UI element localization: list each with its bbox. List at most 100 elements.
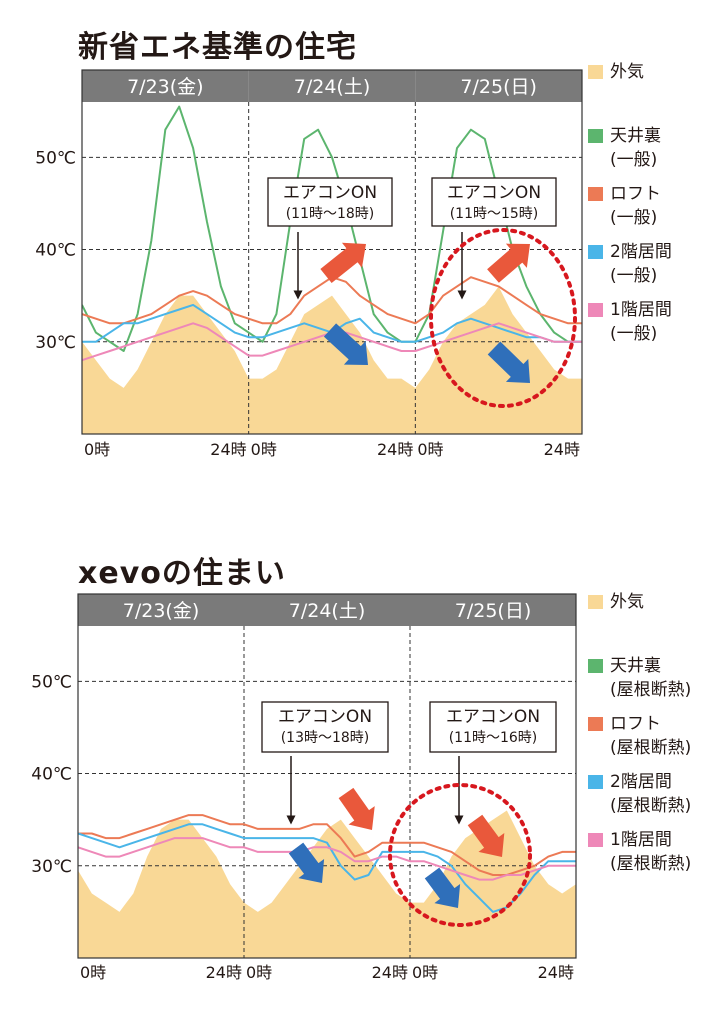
legend-label: 天井裏 [610, 656, 661, 676]
x-tick-label: 0時 [246, 963, 272, 982]
heat-rise-arrow [320, 242, 367, 284]
legend-sublabel: (一般) [610, 150, 658, 170]
x-tick-label: 24時 [538, 963, 574, 982]
legend-swatch [588, 245, 603, 259]
annotation-hours: (13時〜18時) [281, 730, 370, 746]
cooling-drop-arrow-shape [288, 842, 325, 884]
annotation-label: エアコンON [283, 183, 377, 203]
day-header-cell [244, 594, 410, 626]
x-tick-label: 24時 [372, 963, 408, 982]
annotation-hours: (11時〜18時) [286, 206, 375, 222]
y-tick-label: 50℃ [35, 148, 76, 168]
cooling-drop-arrow-shape [323, 323, 369, 366]
day-header-cell [415, 70, 582, 102]
legend-swatch [588, 187, 603, 201]
legend-label: 外気 [610, 62, 644, 82]
annotation-box [429, 701, 557, 753]
day-header-label: 7/23(金) [123, 600, 200, 622]
plot-frame [81, 69, 583, 435]
x-tick-label: 24時 [210, 440, 246, 459]
series-outdoor-area [78, 810, 576, 958]
cooling-drop-arrow-shape [487, 341, 531, 384]
y-tick-label: 40℃ [31, 765, 72, 785]
legend-sublabel: (一般) [610, 208, 658, 228]
annotation-box [261, 701, 389, 753]
legend-swatch [588, 65, 603, 79]
day-header-label: 7/25(日) [455, 600, 532, 622]
legend-item-loft: ロフト (一般) [588, 182, 672, 230]
x-tick-label: 24時 [544, 440, 580, 459]
y-tick-label: 30℃ [35, 333, 76, 353]
legend-sublabel: (屋根断熱) [610, 738, 692, 758]
series-floor1-line [78, 837, 576, 881]
heat-rise-arrow-shape [487, 243, 531, 283]
legend-item-outdoor: 外気 [588, 590, 691, 614]
chart-xevo-house: 7/23(金) 7/24(土) 7/25(日)50℃40℃30℃0時 24時 0時 24時… [31, 593, 577, 982]
plot-frame [77, 593, 577, 959]
legend-swatch [588, 833, 603, 847]
legend-swatch [588, 717, 603, 731]
day-header-cell [410, 594, 576, 626]
legend-label: ロフト [610, 714, 661, 734]
legend-swatch [588, 129, 603, 143]
legend-item-attic: 天井裏 (屋根断熱) [588, 654, 691, 702]
x-tick-label: 24時 [206, 963, 242, 982]
day-header-cell [82, 70, 249, 102]
legend-swatch [588, 775, 603, 789]
legend-item-floor1: 1階居間 (屋根断熱) [588, 828, 691, 876]
legend-swatch [588, 595, 603, 609]
annotation-label: エアコンON [278, 707, 372, 727]
highlight-circle [429, 228, 577, 408]
annotation-label: エアコンON [447, 183, 541, 203]
heat-rise-arrow-shape [467, 814, 505, 857]
legend-label: 1階居間 [610, 830, 672, 850]
x-tick-label: 0時 [80, 963, 106, 982]
annotation-box [431, 177, 557, 227]
legend-sublabel: (一般) [610, 324, 658, 344]
highlight-circle [388, 783, 532, 927]
legend-label: 外気 [610, 592, 644, 612]
legend-label: 2階居間 [610, 772, 672, 792]
heat-rise-arrow-shape [320, 242, 367, 284]
legend-xevo-house: 外気天井裏 (屋根断熱) ロフト (屋根断熱) 2階居間 (屋根断熱) 1階居間 (屋根断熱) [588, 590, 691, 886]
chart-title-standard-house: 新省エネ基準の住宅 [78, 30, 357, 65]
legend-label: 天井裏 [610, 126, 661, 146]
legend-sublabel: (一般) [610, 266, 658, 286]
legend-sublabel: (屋根断熱) [610, 854, 692, 874]
y-tick-label: 30℃ [31, 857, 72, 877]
legend-sublabel: (屋根断熱) [610, 796, 692, 816]
x-tick-label: 0時 [84, 440, 110, 459]
legend-item-floor2: 2階居間 (屋根断熱) [588, 770, 691, 818]
annotation-label: エアコンON [446, 707, 540, 727]
legend-label: 1階居間 [610, 300, 672, 320]
heat-rise-arrow [338, 787, 375, 831]
heat-rise-arrow [487, 243, 531, 283]
day-header-label: 7/25(日) [460, 76, 537, 98]
legend-item-attic: 天井裏 (一般) [588, 124, 672, 172]
legend-sublabel: (屋根断熱) [610, 680, 692, 700]
cooling-drop-arrow [424, 867, 461, 909]
heat-rise-arrow [467, 814, 505, 857]
legend-swatch [588, 659, 603, 673]
legend-swatch [588, 303, 603, 317]
x-tick-label: 24時 [377, 440, 413, 459]
legend-item-floor2: 2階居間 (一般) [588, 240, 672, 288]
annotation-box [267, 177, 393, 227]
cooling-drop-arrow [323, 323, 369, 366]
annotation-hours: (11時〜16時) [449, 730, 538, 746]
x-tick-label: 0時 [412, 963, 438, 982]
cooling-drop-arrow [288, 842, 325, 884]
day-header-label: 7/24(土) [289, 600, 366, 622]
legend-item-floor1: 1階居間 (一般) [588, 298, 672, 346]
legend-standard-house: 外気 天井裏 (一般) ロフト (一般) 2階居間 (一般) 1階居間 (一般) [588, 60, 672, 356]
y-tick-label: 50℃ [31, 672, 72, 692]
day-header-label: 7/23(金) [127, 76, 204, 98]
y-tick-label: 40℃ [35, 241, 76, 261]
series-loft-line [78, 814, 576, 876]
chart-standard-house: 7/23(金) 7/24(土) 7/25(日)50℃40℃30℃0時 24時 0時 24時… [35, 69, 583, 459]
day-header-cell [78, 594, 244, 626]
legend-item-outdoor: 外気 [588, 60, 672, 84]
day-header-cell [248, 70, 416, 102]
cooling-drop-arrow [487, 341, 531, 384]
series-floor2-line [78, 823, 576, 913]
